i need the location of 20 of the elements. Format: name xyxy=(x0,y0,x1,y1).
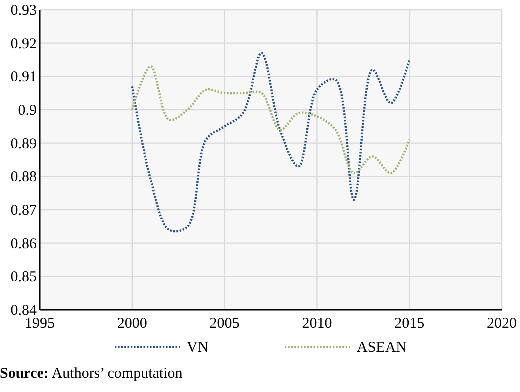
y-tick-label: 0.91 xyxy=(10,70,37,86)
y-tick-label: 0.93 xyxy=(10,3,37,19)
y-tick-label: 0.92 xyxy=(10,36,37,52)
x-tick-label: 1995 xyxy=(25,316,55,332)
y-tick-label: 0.85 xyxy=(10,270,37,286)
x-tick-label: 2005 xyxy=(210,316,240,332)
legend-label: ASEAN xyxy=(357,340,408,356)
y-tick-label: 0.89 xyxy=(10,136,37,152)
y-tick-label: 0.84 xyxy=(10,303,38,319)
y-tick-label: 0.9 xyxy=(18,103,37,119)
y-tick-label: 0.86 xyxy=(10,236,38,252)
y-tick-label: 0.87 xyxy=(10,203,38,219)
x-tick-label: 2015 xyxy=(394,316,425,332)
source-note: Source: Authors’ computation xyxy=(0,366,184,382)
x-tick-label: 2000 xyxy=(117,316,148,332)
legend-label: VN xyxy=(187,340,209,356)
x-tick-label: 2020 xyxy=(487,316,517,332)
y-tick-label: 0.88 xyxy=(10,170,37,186)
line-series xyxy=(131,66,411,174)
x-tick-label: 2010 xyxy=(302,316,332,332)
